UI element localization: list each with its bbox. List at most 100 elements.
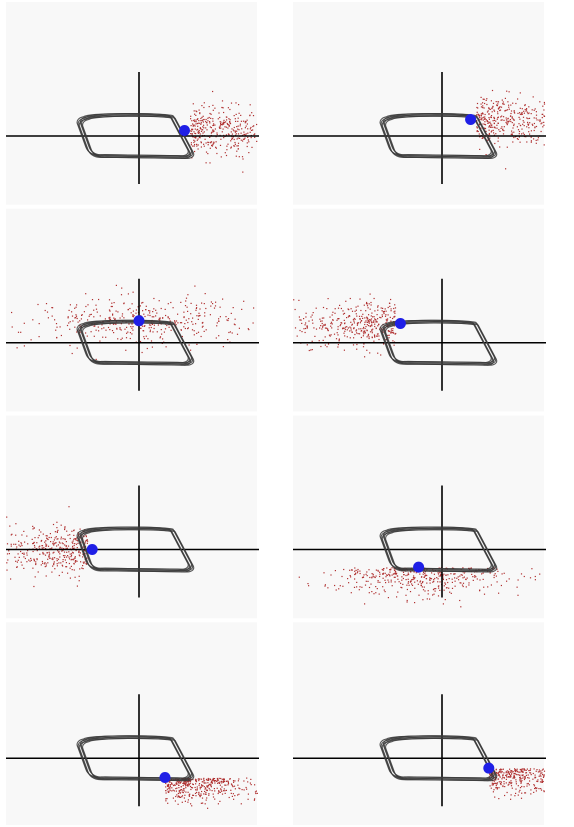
cloud-point bbox=[507, 118, 509, 120]
cloud-point bbox=[508, 776, 510, 778]
cloud-point bbox=[195, 779, 198, 781]
cloud-point bbox=[64, 527, 66, 529]
cloud-point bbox=[497, 107, 500, 109]
cloud-point bbox=[212, 129, 214, 131]
cloud-point bbox=[498, 592, 500, 594]
cloud-point bbox=[492, 105, 494, 107]
cloud-point bbox=[353, 322, 355, 324]
cloud-point bbox=[524, 776, 526, 778]
cloud-point bbox=[227, 339, 229, 341]
cloud-point bbox=[332, 311, 334, 313]
cloud-point bbox=[489, 773, 491, 775]
cloud-point bbox=[56, 538, 58, 540]
cloud-point bbox=[496, 581, 498, 583]
cloud-point bbox=[495, 575, 497, 577]
cloud-point bbox=[183, 781, 185, 783]
cloud-point bbox=[226, 119, 228, 121]
cloud-point bbox=[518, 116, 520, 118]
cloud-point bbox=[211, 790, 213, 792]
cloud-point bbox=[519, 112, 521, 114]
cloud-point bbox=[175, 795, 177, 798]
cloud-point bbox=[49, 553, 51, 555]
cloud-point bbox=[439, 572, 441, 574]
cloud-point bbox=[197, 144, 199, 146]
cloud-point bbox=[373, 576, 375, 578]
cloud-point bbox=[411, 584, 414, 586]
cloud-point bbox=[366, 305, 369, 307]
cloud-point bbox=[26, 535, 28, 537]
cloud-point bbox=[493, 574, 495, 576]
cloud-point bbox=[55, 542, 57, 544]
cloud-point bbox=[221, 790, 223, 792]
cloud-point bbox=[388, 334, 390, 336]
cloud-point bbox=[203, 127, 205, 129]
cloud-point bbox=[493, 567, 495, 569]
cloud-point bbox=[383, 568, 385, 570]
cloud-point bbox=[87, 540, 89, 542]
cloud-point bbox=[218, 777, 220, 779]
cloud-point bbox=[390, 581, 392, 583]
cloud-point bbox=[185, 782, 187, 784]
cloud-point bbox=[204, 790, 206, 793]
cloud-point bbox=[51, 571, 53, 573]
cloud-point bbox=[56, 336, 58, 339]
cloud-point bbox=[112, 323, 115, 325]
cloud-point bbox=[20, 561, 22, 563]
cloud-point bbox=[208, 106, 210, 108]
cloud-point bbox=[140, 327, 142, 329]
cloud-point bbox=[537, 771, 539, 773]
cloud-point bbox=[501, 778, 503, 780]
cloud-point bbox=[32, 319, 34, 321]
cloud-point bbox=[371, 577, 373, 579]
cloud-point bbox=[497, 116, 499, 118]
cloud-point bbox=[349, 575, 351, 577]
cloud-point bbox=[47, 562, 49, 564]
cloud-point bbox=[20, 543, 23, 545]
cloud-point bbox=[481, 117, 483, 119]
cloud-point bbox=[437, 572, 439, 574]
cloud-point bbox=[386, 318, 388, 320]
cloud-point bbox=[213, 142, 215, 144]
cloud-point bbox=[211, 782, 213, 784]
cloud-point bbox=[384, 308, 386, 310]
cloud-point bbox=[201, 785, 203, 787]
limit-cycle-trace bbox=[80, 736, 194, 780]
cloud-point bbox=[515, 792, 517, 794]
cloud-point bbox=[244, 133, 246, 136]
cloud-point bbox=[371, 591, 373, 593]
cloud-point bbox=[71, 352, 73, 355]
cloud-point bbox=[212, 124, 215, 126]
cloud-point bbox=[87, 304, 89, 306]
cloud-point bbox=[375, 327, 377, 329]
cloud-point bbox=[521, 128, 523, 130]
cloud-point bbox=[437, 578, 439, 580]
cloud-point bbox=[188, 782, 190, 785]
cloud-point bbox=[308, 585, 310, 587]
cloud-point bbox=[513, 111, 515, 113]
cloud-point bbox=[533, 791, 535, 793]
cloud-point bbox=[41, 547, 43, 549]
cloud-point bbox=[61, 564, 63, 566]
cloud-point bbox=[254, 136, 256, 138]
cloud-point bbox=[67, 316, 69, 318]
cloud-point bbox=[495, 787, 497, 789]
cloud-point bbox=[354, 567, 356, 569]
cloud-point bbox=[184, 323, 186, 325]
cloud-point bbox=[510, 794, 512, 796]
cloud-point bbox=[175, 788, 177, 790]
cloud-point bbox=[218, 790, 220, 792]
cloud-point bbox=[343, 327, 345, 329]
cloud-point bbox=[524, 104, 526, 107]
cloud-point bbox=[196, 118, 198, 120]
cloud-point bbox=[32, 525, 34, 527]
cloud-point bbox=[214, 782, 216, 784]
limit-cycle bbox=[379, 319, 498, 366]
cloud-point bbox=[170, 329, 172, 331]
cloud-point bbox=[482, 98, 484, 100]
cloud-point bbox=[512, 777, 514, 779]
cloud-point bbox=[192, 123, 194, 125]
cloud-point bbox=[543, 144, 545, 146]
cloud-point bbox=[190, 142, 192, 144]
cloud-point bbox=[502, 101, 504, 103]
cloud-point bbox=[533, 129, 535, 132]
